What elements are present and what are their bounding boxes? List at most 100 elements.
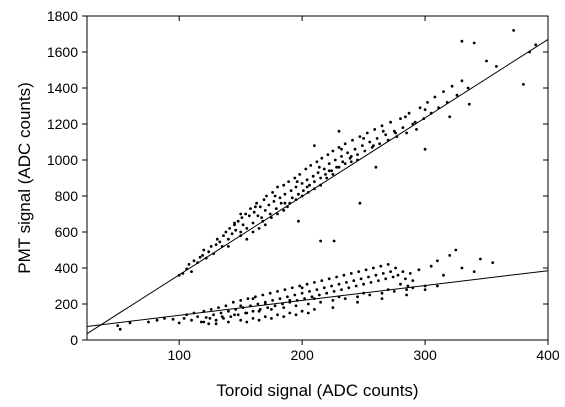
data-point	[196, 261, 200, 264]
data-point	[290, 286, 294, 290]
data-point	[204, 316, 208, 319]
data-point	[230, 232, 234, 236]
data-point	[185, 313, 189, 317]
data-point	[185, 267, 189, 271]
y-tick-label: 400	[55, 260, 79, 276]
data-point	[429, 111, 433, 115]
data-point	[300, 309, 304, 313]
data-point	[423, 284, 427, 288]
data-point	[276, 185, 279, 189]
data-point	[241, 223, 245, 227]
data-point	[359, 277, 363, 281]
data-point	[295, 299, 299, 302]
data-point	[378, 142, 381, 146]
data-point	[247, 214, 251, 218]
data-point	[426, 101, 429, 104]
data-point	[349, 272, 353, 275]
data-point	[279, 201, 283, 205]
data-point	[300, 182, 304, 185]
data-point	[270, 317, 273, 320]
data-point	[266, 306, 270, 309]
data-point	[522, 83, 525, 86]
data-point	[239, 212, 243, 216]
data-point	[358, 135, 362, 139]
data-point	[282, 209, 286, 212]
data-point	[448, 254, 452, 257]
data-point	[512, 29, 515, 32]
data-point	[218, 240, 222, 244]
data-point	[411, 122, 415, 126]
data-point	[305, 282, 309, 286]
data-point	[373, 127, 377, 131]
data-point	[466, 86, 470, 90]
data-point	[273, 304, 277, 308]
data-point	[303, 297, 306, 300]
data-point	[222, 234, 225, 238]
data-point	[396, 273, 400, 277]
data-point	[401, 270, 405, 273]
data-point	[308, 183, 311, 187]
data-point	[227, 309, 230, 313]
data-point	[257, 309, 261, 313]
data-point	[288, 299, 292, 302]
data-point	[361, 144, 364, 148]
data-point	[343, 162, 347, 166]
data-point	[305, 178, 309, 182]
fit-line	[86, 38, 549, 335]
data-point	[224, 230, 228, 234]
data-point	[294, 304, 298, 308]
data-point	[268, 212, 272, 216]
data-points	[116, 29, 538, 331]
data-point	[341, 160, 345, 164]
data-point	[187, 263, 191, 266]
data-point	[302, 189, 305, 193]
data-point	[405, 131, 408, 135]
data-point	[233, 313, 236, 317]
data-point	[377, 279, 380, 282]
data-point	[271, 299, 274, 302]
data-point	[202, 309, 206, 313]
data-point	[332, 239, 336, 243]
data-point	[386, 138, 390, 142]
data-point	[485, 59, 488, 63]
data-point	[340, 147, 343, 151]
data-point	[320, 279, 324, 282]
data-point	[310, 295, 314, 299]
data-point	[201, 254, 205, 257]
data-point	[236, 313, 240, 317]
data-point	[442, 273, 445, 277]
data-point	[207, 250, 211, 254]
y-tick-label: 800	[55, 188, 79, 204]
data-point	[337, 295, 341, 299]
data-point	[343, 142, 347, 146]
data-point	[347, 286, 351, 290]
data-point	[375, 137, 379, 140]
data-point	[528, 50, 531, 54]
data-point	[214, 322, 218, 326]
data-point	[270, 308, 273, 311]
data-point	[207, 322, 211, 326]
data-point	[380, 297, 384, 300]
data-point	[261, 219, 265, 223]
data-point	[379, 264, 383, 268]
data-point	[337, 146, 341, 149]
data-point	[363, 149, 367, 153]
data-point	[311, 174, 315, 178]
data-point	[227, 237, 230, 241]
data-point	[369, 281, 373, 284]
data-point	[286, 205, 289, 209]
data-point	[227, 245, 230, 248]
x-tick-label: 100	[168, 347, 192, 363]
data-point	[320, 156, 324, 160]
data-point	[278, 297, 282, 300]
data-point	[399, 282, 402, 286]
data-point	[399, 117, 402, 120]
data-point	[391, 275, 395, 279]
data-point	[298, 173, 302, 176]
data-point	[190, 318, 193, 322]
data-point	[317, 293, 321, 297]
data-point	[436, 284, 439, 288]
data-point	[356, 153, 359, 157]
data-point	[239, 299, 243, 302]
data-point	[300, 286, 304, 290]
